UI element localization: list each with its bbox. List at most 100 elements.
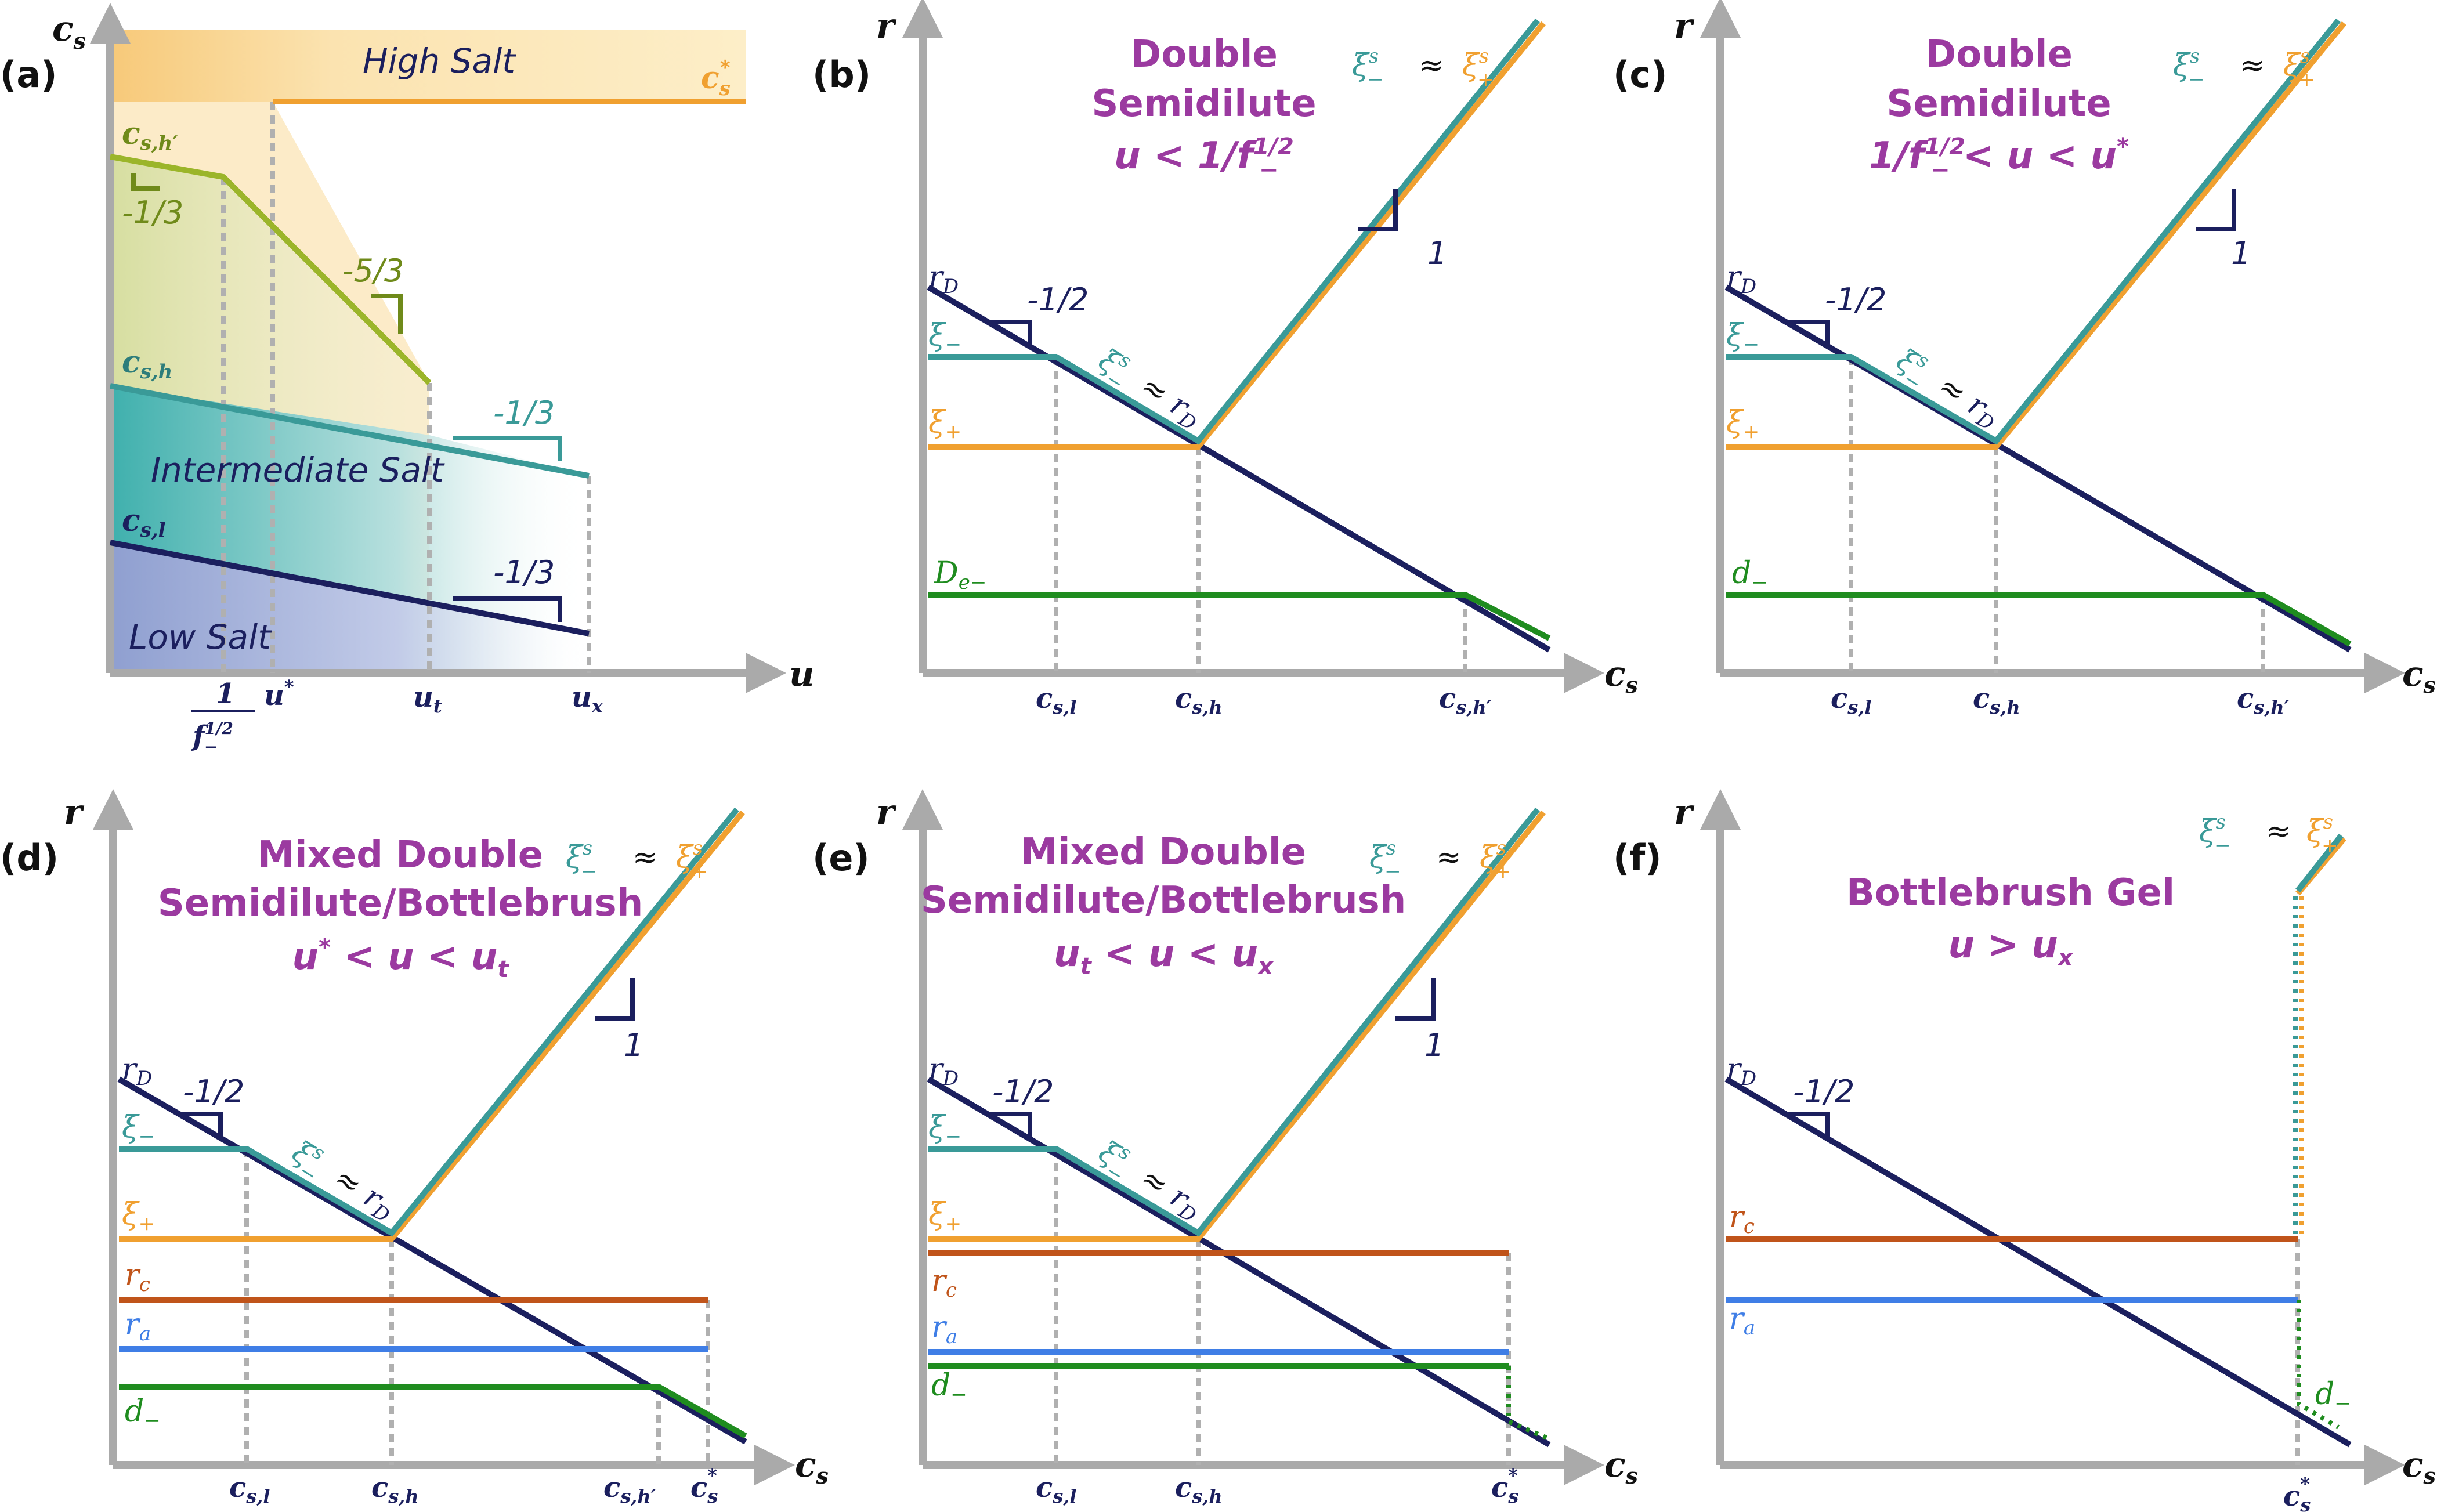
f-rc-label: rc [1729, 1200, 1755, 1238]
b-rD-label: rD [928, 260, 959, 298]
d-tick-csstar: cs* [690, 1464, 718, 1507]
d-title-1: Mixed Double [258, 834, 543, 877]
a-slope-tri-3 [453, 436, 562, 461]
c-d-label: d− [1732, 556, 1768, 594]
panel-e: (e) r cs Mixed Double Semidilute/Bottleb… [812, 789, 1638, 1507]
c-slope-one-label: 1 [2231, 235, 2251, 272]
a-slope-tri-2 [371, 294, 403, 334]
d-slope-tri-half [177, 1112, 223, 1137]
f-slope-tri-half [1784, 1112, 1830, 1137]
b-tick-csh: cs,h [1175, 682, 1223, 718]
d-xi-plus-line [119, 810, 745, 1242]
panel-a: (a) cs u High Salt Intermediate Salt Low… [0, 3, 815, 757]
e-y-axis-label: r [876, 792, 897, 833]
e-slope-tri-half [986, 1112, 1032, 1137]
a-slope-tri-4 [453, 596, 562, 622]
d-slope-tri-one [595, 978, 635, 1021]
d-condition: u* < u < ut [292, 934, 509, 983]
e-xi-minus-label: ξ− [928, 1110, 961, 1148]
b-y-axis-label: r [876, 6, 897, 46]
panel-f-label: (f) [1613, 837, 1662, 879]
b-xis-approx-rD: ξs− ≈ rD [1093, 342, 1200, 435]
a-tick-ut: ut [413, 681, 442, 717]
intermediate-salt-label: Intermediate Salt [151, 450, 445, 490]
d-slope-one-label: 1 [624, 1027, 643, 1064]
e-title-2: Semidilute/Bottlebrush [921, 879, 1406, 922]
f-slope-half-label: -1/2 [1793, 1073, 1854, 1110]
d-tick-csh: cs,h [371, 1471, 419, 1507]
a-tick-f-den: f1/2− [191, 719, 233, 757]
c-xis-minus-top: ξs − [2173, 45, 2205, 91]
b-tick-cshp: cs,h′ [1439, 682, 1492, 718]
e-rD-label: rD [928, 1052, 959, 1090]
panel-d-label: (d) [0, 837, 59, 879]
high-salt-region [110, 30, 746, 102]
b-title-1: Double [1130, 33, 1278, 76]
b-xis-minus-top: ξs − [1352, 45, 1384, 91]
c-rD-label: rD [1726, 260, 1756, 298]
d-xi-minus-line [119, 807, 739, 1237]
e-xis-minus-top: ξs − [1369, 837, 1401, 883]
e-d-dotted [1506, 1366, 1550, 1441]
d-xis-approx-rD: ξs− ≈ rD [286, 1134, 393, 1227]
e-xis-plus-top: ξs + [1480, 837, 1512, 883]
c-tick-cshp: cs,h′ [2237, 682, 2290, 718]
c-xi-plus-line [1726, 21, 2346, 450]
c-rD-line [1724, 284, 2352, 653]
c-slope-tri-half [1784, 320, 1830, 345]
e-slope-half-label: -1/2 [992, 1073, 1054, 1110]
b-slope-tri-half [986, 320, 1032, 345]
f-rD-label: rD [1726, 1052, 1756, 1090]
a-dotted-guides [221, 102, 591, 673]
e-xi-minus-line [928, 807, 1540, 1237]
d-tick-csl: cs,l [229, 1471, 270, 1507]
low-salt-region [110, 542, 589, 673]
d-rD-line [117, 1076, 747, 1445]
panel-d: (d) r cs Mixed Double Semidilute/Bottleb… [0, 789, 829, 1507]
a-tick-ustar: u* [264, 676, 294, 712]
e-xi-plus-line [928, 810, 1546, 1242]
d-d-line [119, 1384, 747, 1439]
f-d-dotted [2297, 1300, 2340, 1430]
d-xi-minus-label: ξ− [122, 1110, 155, 1148]
e-xis-approx-rD: ξs− ≈ rD [1093, 1134, 1200, 1227]
f-tick-csstar: cs* [2283, 1473, 2311, 1512]
b-rD-line [927, 284, 1551, 653]
high-salt-label: High Salt [363, 41, 516, 81]
c-condition: 1/f1/2− < u < u* [1869, 133, 2129, 183]
b-tick-csl: cs,l [1036, 682, 1077, 718]
d-rD-label: rD [122, 1052, 152, 1090]
c-dotted-guides [1849, 357, 2265, 673]
f-xis-minus-top: ξs − [2199, 811, 2231, 857]
c-x-axis-label: cs [2402, 654, 2436, 698]
a-tick-ux: ux [572, 681, 603, 717]
e-rc-label: rc [931, 1264, 957, 1302]
csl-line [110, 540, 590, 636]
e-tick-csh: cs,h [1175, 1471, 1223, 1507]
e-ra-label: ra [931, 1310, 957, 1348]
panel-f: (f) r cs Bottlebrush Gel u > ux ξs − ≈ ξs… [1613, 789, 2436, 1512]
e-approx-top: ≈ [1436, 840, 1462, 875]
e-x-axis-label: cs [1604, 1445, 1638, 1489]
b-xi-plus-line [928, 21, 1546, 450]
d-ra-label: ra [125, 1307, 151, 1345]
c-slope-half-label: -1/2 [1825, 281, 1886, 318]
f-ra-label: ra [1729, 1301, 1755, 1340]
b-condition: u < 1/f1/2− [1114, 133, 1294, 183]
c-d-line [1726, 592, 2352, 647]
panel-c: (c) r cs Double Semidilute 1/f1/2− < u <… [1613, 0, 2436, 718]
d-y-axis-label: r [64, 792, 85, 833]
b-approx-top: ≈ [1419, 48, 1444, 83]
e-slope-tri-one [1395, 978, 1436, 1021]
b-dotted-guides [1054, 357, 1467, 673]
c-y-axis-label: r [1674, 6, 1695, 46]
panel-a-label: (a) [0, 53, 57, 96]
f-y-axis-label: r [1674, 792, 1695, 833]
c-xis-plus-top: ξs + [2283, 45, 2315, 91]
e-slope-one-label: 1 [1424, 1027, 1444, 1064]
d-xi-plus-label: ξ+ [122, 1197, 155, 1235]
e-rD-line [927, 1076, 1551, 1448]
d-slope-half-label: -1/2 [183, 1073, 244, 1110]
e-tick-csl: cs,l [1036, 1471, 1077, 1507]
